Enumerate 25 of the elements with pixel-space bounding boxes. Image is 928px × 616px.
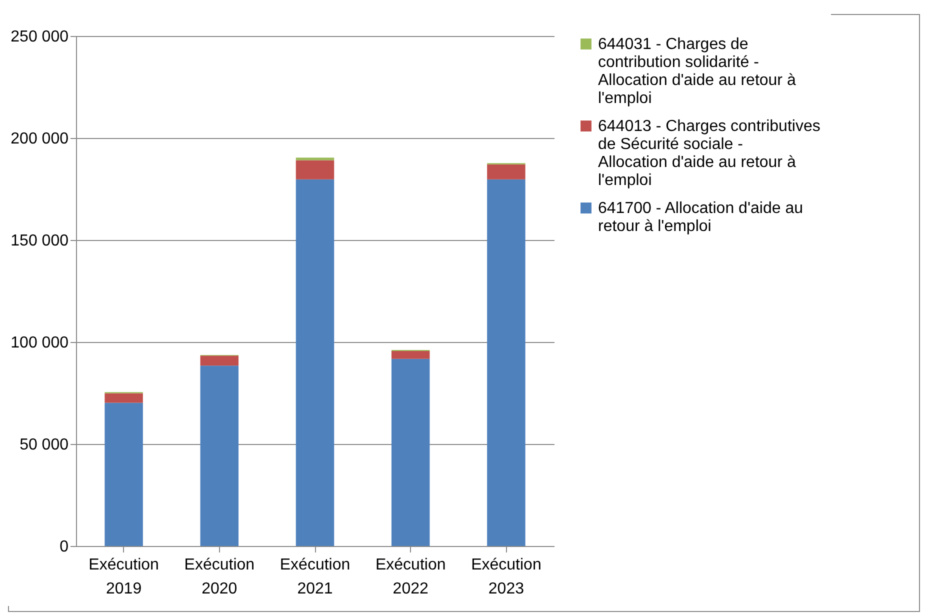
legend-label: 644013 - Charges contributives de Sécurité sociale - Allocation d'aide au retour à l'emploi: [598, 118, 820, 189]
x-tick-label: Exécution 2021: [280, 556, 350, 598]
y-tick-label: 0: [60, 538, 69, 556]
y-tick-label: 200 000: [10, 130, 69, 148]
bar: [104, 402, 143, 546]
x-tick-label: Exécution 2019: [88, 556, 159, 598]
bar: [391, 358, 430, 546]
legend-label: 644031 - Charges de contribution solidarité - Allocation d'aide au retour à l'emploi: [598, 36, 796, 107]
bar: [296, 158, 334, 160]
bar: [104, 393, 143, 403]
bar: [487, 164, 526, 180]
bar: [200, 366, 239, 546]
x-tick-label: Exécution 2020: [184, 556, 255, 598]
x-tick-label: Exécution 2022: [375, 556, 446, 598]
bar: [391, 350, 430, 359]
x-tick-label: Exécution 2023: [471, 556, 542, 598]
y-tick-label: 50 000: [20, 436, 69, 454]
bar: [200, 356, 239, 366]
bar: [296, 179, 334, 546]
y-tick-label: 150 000: [10, 232, 69, 250]
bar: [296, 160, 334, 180]
y-tick-label: 100 000: [10, 334, 69, 352]
y-tick-label: 250 000: [10, 28, 69, 46]
bar: [487, 179, 526, 546]
legend-label: 641700 - Allocation d'aide au retour à l'emploi: [598, 200, 803, 235]
